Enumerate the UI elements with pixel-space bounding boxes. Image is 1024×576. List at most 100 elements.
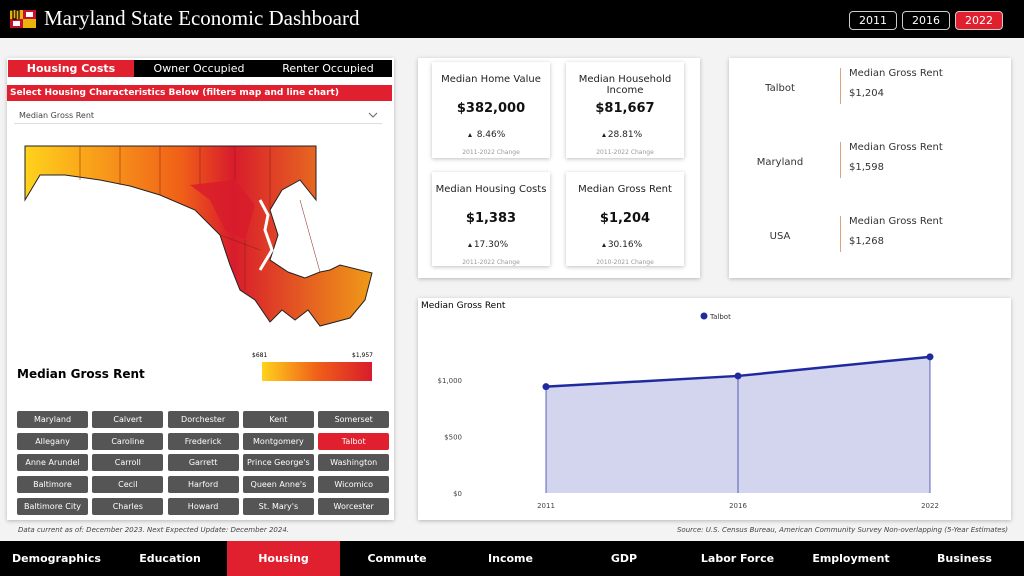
county-button[interactable]: St. Mary's [242,497,314,515]
point [542,383,550,391]
measure-label: Median Gross Rent [849,216,943,227]
comparison-panel [729,58,1011,278]
county-button[interactable]: Kent [242,411,314,428]
nav-bar [0,541,1024,576]
year-button[interactable]: 2016 [902,11,950,30]
nav-item[interactable]: GDP [610,552,638,565]
legend-marker [700,312,708,320]
dashboard-title: Maryland State Economic Dashboard [44,6,360,30]
county-button[interactable]: Caroline [92,432,164,450]
county-button[interactable]: Dorchester [167,411,239,428]
county-button[interactable]: Somerset [318,411,390,428]
nav-item[interactable]: Labor Force [700,552,775,565]
legend-gradient [262,362,372,381]
kpi-value: $1,383 [465,211,517,226]
year-button[interactable]: 2011 [849,11,897,30]
tab[interactable]: Housing Costs [8,60,134,77]
divider [840,216,841,252]
nav-item[interactable]: Employment [812,552,890,565]
area-label: USA [769,231,791,242]
county-button[interactable]: Baltimore [17,476,88,494]
tab[interactable]: Renter Occupied [264,60,392,77]
up-arrow [468,243,472,247]
flag-icon [10,10,36,28]
county-button[interactable]: Talbot [318,432,390,450]
county-button[interactable]: Harford [167,476,239,494]
kpi-change: 8.46% [476,130,506,140]
county-button[interactable]: Calvert [92,411,164,428]
dropdown[interactable]: Median Gross Rent [14,107,382,124]
kpi-value: $382,000 [456,101,526,116]
county-button[interactable]: Queen Anne's [242,476,314,494]
county-button[interactable]: Charles [92,497,164,515]
county-button[interactable]: Frederick [167,432,239,450]
county-button[interactable]: Garrett [167,454,239,472]
line-chart: Median Gross Rent $0 $500 $1,000 2011 2016 20… [421,301,939,510]
filter-prompt: Select Housing Characteristics Below (fi… [7,85,392,101]
measure-value: $1,204 [849,88,884,99]
county-button[interactable]: Prince George's [242,454,314,472]
nav-item[interactable]: Business [937,552,992,565]
kpi-card [566,172,684,266]
source-note: Source: U.S. Census Bureau, American Com… [676,526,1008,534]
kpi-period: 2011-2022 Change [462,149,520,156]
county-button[interactable]: Worcester [318,497,390,515]
y-tick-label: $1,000 [438,377,463,385]
nav-item[interactable]: Income [488,552,533,565]
nav-item[interactable]: Education [139,552,201,565]
x-tick-label: 2011 [537,502,555,510]
tab[interactable]: Owner Occupied [134,60,264,77]
county-button[interactable]: Baltimore City [17,497,88,515]
measure-label: Median Gross Rent [849,142,943,153]
kpi-title: Median Gross Rent [578,184,672,195]
area-label: Maryland [756,157,804,168]
nav-item[interactable]: Housing [227,541,340,576]
data-note: Data current as of: December 2023. Next … [18,526,290,534]
measure-value: $1,598 [849,162,884,173]
point [734,372,742,380]
point [926,353,934,361]
kpi-card [432,62,550,158]
y-tick-label: $0 [453,490,462,498]
county-button[interactable]: Howard [167,497,239,515]
kpi-title: Median Household Income [578,74,672,96]
kpi-period: 2011-2022 Change [462,259,520,266]
choropleth-map [24,145,373,327]
legend-min: $681 [252,352,268,359]
kpi-change: 30.16% [607,240,643,250]
kpi-period: 2011-2022 Change [596,149,654,156]
nav-item[interactable]: Commute [367,552,427,565]
county-button[interactable]: Carroll [92,454,164,472]
up-arrow [468,133,472,137]
county-button[interactable]: Anne Arundel [17,454,88,472]
x-tick-label: 2022 [921,502,939,510]
county-button[interactable]: Washington [318,454,390,472]
year-button[interactable]: 2022 [955,11,1003,30]
dropdown-arrow [368,112,378,118]
kpi-card [566,62,684,158]
kpi-change: 28.81% [607,130,643,140]
up-arrow [602,133,606,137]
area-label: Talbot [765,83,795,94]
county-button[interactable]: Maryland [17,411,88,428]
kpi-change: 17.30% [473,240,509,250]
x-tick-label: 2016 [729,502,747,510]
county-button[interactable]: Cecil [92,476,164,494]
measure-label: Median Gross Rent [849,68,943,79]
nav-item[interactable]: Demographics [12,552,101,565]
kpi-card [432,172,550,266]
kpi-value: $81,667 [595,101,655,116]
up-arrow [602,243,606,247]
county-button[interactable]: Montgomery [242,432,314,450]
county-button[interactable]: Wicomico [318,476,390,494]
kpi-title: Median Housing Costs [435,184,547,195]
county-button[interactable]: Allegany [17,432,88,450]
kpi-period: 2010-2021 Change [596,259,654,266]
kpi-title: Median Home Value [441,74,541,85]
divider [840,68,841,104]
legend-label: Talbot [709,313,731,321]
map-title: Median Gross Rent [17,367,145,381]
y-tick-label: $500 [444,433,462,441]
measure-value: $1,268 [849,236,884,247]
